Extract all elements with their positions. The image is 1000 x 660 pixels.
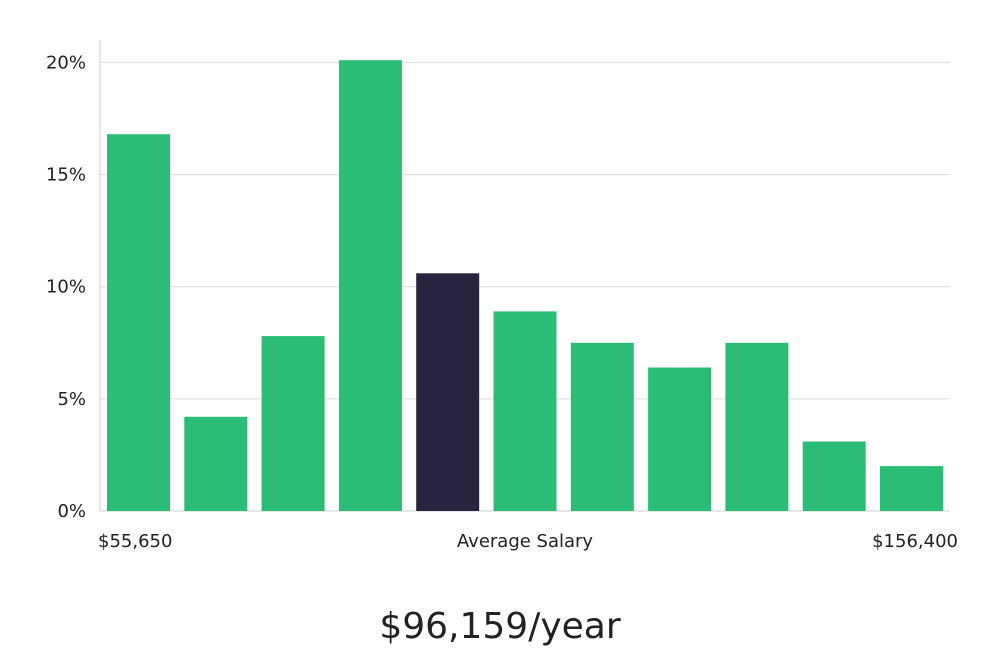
x-min-label: $55,650	[98, 531, 172, 552]
histogram-bar	[184, 416, 248, 511]
histogram-bar	[802, 441, 866, 511]
x-max-label: $156,400	[872, 531, 958, 552]
y-tick-label: 5%	[57, 389, 86, 410]
histogram-bar	[261, 336, 325, 511]
histogram-bar	[493, 311, 557, 511]
y-tick-label: 20%	[46, 52, 86, 73]
bar-average-highlight	[416, 273, 480, 511]
average-salary-value: $96,159/year	[379, 606, 621, 647]
histogram-bar	[725, 342, 789, 511]
bars	[107, 60, 943, 511]
y-tick-label: 10%	[46, 277, 86, 298]
histogram-bar	[107, 134, 170, 511]
histogram-bar	[338, 60, 402, 511]
y-tick-labels: 0% 5% 10% 15% 20%	[46, 52, 86, 522]
y-tick-label: 15%	[46, 165, 86, 186]
x-axis-title: Average Salary	[457, 531, 594, 552]
chart-canvas: 0% 5% 10% 15% 20% $55,650 Average Salary $15…	[46, 40, 958, 552]
histogram-bar	[648, 367, 712, 511]
y-tick-label: 0%	[57, 501, 86, 522]
histogram-bar	[570, 342, 634, 511]
histogram-bar	[880, 466, 943, 511]
